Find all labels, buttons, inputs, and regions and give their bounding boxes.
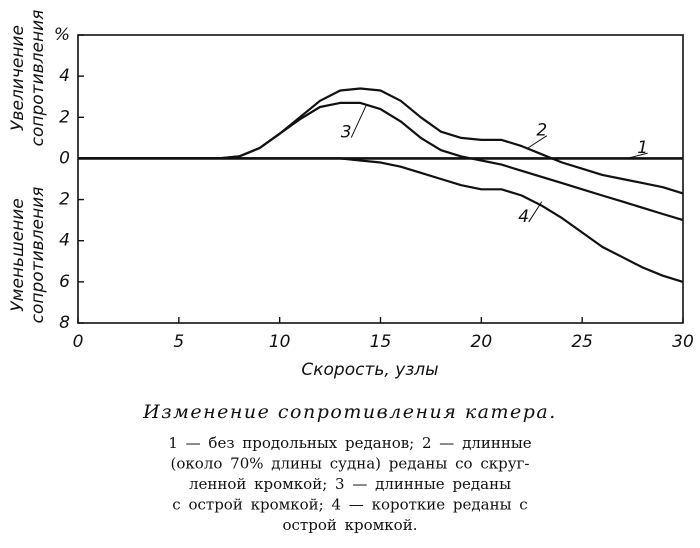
y-tick-label: 4	[59, 66, 70, 86]
caption-line: с острой кромкой; 4 — короткие реданы с	[172, 496, 527, 514]
x-axis-label: Скорость, узлы	[301, 360, 438, 380]
leader-line	[350, 104, 367, 138]
x-tick-label: 10	[269, 332, 291, 352]
x-tick-label: 15	[370, 332, 392, 352]
curve-label: 4	[518, 207, 529, 227]
plot-frame	[77, 34, 684, 324]
y-tick-label: 4	[59, 231, 70, 251]
curve	[78, 157, 684, 283]
caption-title: Изменение сопротивления катера.	[142, 401, 557, 423]
x-tick-label: 0	[73, 332, 84, 352]
caption-line: острой кромкой.	[283, 516, 418, 534]
y-tick-label: %	[54, 25, 70, 45]
y-axis-label: сопротивления	[28, 187, 48, 324]
curve	[78, 87, 684, 195]
y-tick-label: 6	[59, 272, 70, 292]
x-tick-label: 20	[471, 332, 493, 352]
curve-label: 1	[637, 138, 648, 158]
caption-line: 1 — без продольных реданов; 2 — длинные	[168, 434, 531, 452]
x-tick-label: 25	[571, 332, 593, 352]
leader-line	[528, 201, 543, 223]
y-axis-label: сопротивления	[28, 10, 48, 147]
x-tick-label: 5	[173, 332, 184, 352]
caption-line: ленной кромкой; 3 — длинные реданы	[189, 475, 511, 493]
y-axis-label: Увеличение	[8, 25, 28, 131]
y-tick-label: 2	[59, 190, 70, 210]
y-axis-label: Уменьшение	[8, 198, 28, 311]
curve-label: 3	[341, 123, 352, 143]
y-tick-label: 8	[59, 313, 70, 333]
curve-label: 2	[536, 121, 547, 141]
leader-line	[628, 152, 648, 159]
leader-line	[527, 135, 548, 149]
caption-line: (около 70% длины судна) реданы со скруг-	[171, 455, 530, 473]
y-tick-label: 2	[59, 107, 70, 127]
y-tick-label: 0	[59, 148, 70, 168]
x-tick-label: 30	[672, 332, 694, 352]
